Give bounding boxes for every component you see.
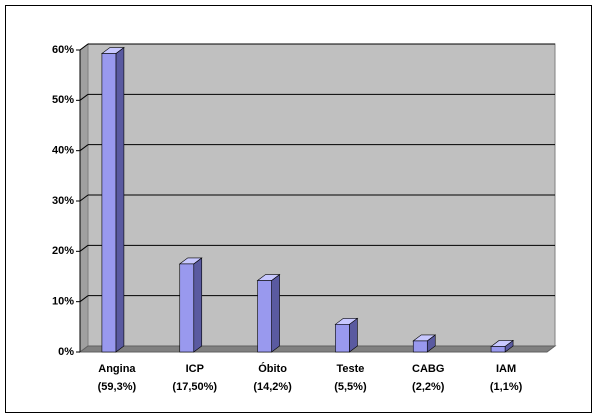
- value-label: (17,50%): [172, 381, 217, 393]
- value-label: (5,5%): [334, 381, 367, 393]
- bar-side: [115, 46, 125, 353]
- bar: [257, 280, 272, 353]
- value-label: (14,2%): [253, 381, 292, 393]
- x-tick-label: CABG: [412, 363, 444, 375]
- grid-line: [79, 93, 89, 101]
- value-label: (59,3%): [98, 381, 137, 393]
- y-tick-label: 60%: [52, 44, 74, 56]
- x-tick-label: ICP: [186, 363, 204, 375]
- y-tick-label: 30%: [52, 195, 74, 207]
- bar: [412, 340, 428, 353]
- grid-line: [79, 295, 89, 303]
- x-tick-label: Óbito: [258, 362, 287, 375]
- y-tick-label: 50%: [52, 94, 74, 106]
- x-tick-label: Teste: [336, 363, 364, 375]
- y-tick-label: 0%: [58, 346, 74, 358]
- grid-line: [79, 244, 89, 252]
- bar-side: [271, 273, 280, 353]
- value-label: (2,2%): [412, 381, 445, 393]
- grid-line: [79, 144, 89, 152]
- y-tick-label: 20%: [52, 245, 74, 257]
- y-tick-label: 10%: [52, 296, 74, 308]
- floor: [78, 345, 557, 353]
- x-tick-label: IAM: [496, 363, 516, 375]
- bar: [490, 346, 506, 353]
- bar: [335, 324, 350, 353]
- grid-line: [79, 43, 89, 51]
- bar: [179, 263, 195, 353]
- grid-line: [79, 194, 89, 202]
- bar: [101, 53, 117, 353]
- value-label: (1,1%): [490, 381, 523, 393]
- x-tick-label: Angina: [98, 363, 136, 375]
- y-tick-label: 40%: [52, 145, 74, 157]
- bar-side: [193, 257, 203, 353]
